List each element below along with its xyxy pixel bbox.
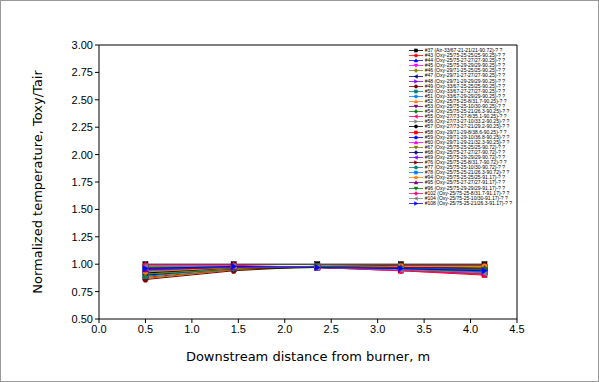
svg-text:0.5: 0.5 <box>138 323 153 335</box>
html-text:#51 (Oxy-33/67-29-29/29-90.25): #51 (Oxy-33/67-29-29/29-90.25)-? ? <box>424 92 505 99</box>
svg-text:4.0: 4.0 <box>463 323 478 335</box>
html-text:#57 (Oxy-27/73-27-21/29.2-90.2: #57 (Oxy-27/73-27-21/29.2-90.25)-? ? <box>424 123 510 130</box>
html-text:#96 (Oxy-25/75-29-29/29-91.17): #96 (Oxy-25/75-29-29/29-91.17)-? ? <box>424 184 505 191</box>
html-text:#67 (Oxy-25/75-25-25/25-90.72): #67 (Oxy-25/75-25-25/25-90.72)-? ? <box>424 143 505 150</box>
svg-text:3.0: 3.0 <box>370 323 385 335</box>
html-text:#49 (Oxy-33/67-25-25/25-90.25): #49 (Oxy-33/67-25-25/25-90.25)-? ? <box>424 82 505 89</box>
html-text:#78 (Oxy-25/75-25-21/26.3-90.7: #78 (Oxy-25/75-25-21/26.3-90.72)-? ? <box>424 169 510 176</box>
html-text:#59 (Oxy-29/71-29-10/36.8-90.2: #59 (Oxy-29/71-29-10/36.8-90.25)-? ? <box>424 133 510 140</box>
html-text:#45 (Oxy-25/75-29-29/29-90.25): #45 (Oxy-25/75-29-29/29-90.25)-? ? <box>424 62 505 69</box>
svg-text:1.75: 1.75 <box>72 176 93 188</box>
html-text:#54 (Oxy-25/75-25-21/26.3-90.2: #54 (Oxy-25/75-25-21/26.3-90.25)-? ? <box>424 108 510 115</box>
html-text:#77 (Oxy-25/75-25-10/30-90.72): #77 (Oxy-25/75-25-10/30-90.72)-? ? <box>424 164 505 171</box>
html-text:#60 (Oxy-29/71-29-21/32.3-90.2: #60 (Oxy-29/71-29-21/32.3-90.25)-? ? <box>424 138 510 145</box>
html-text:#48 (Oxy-29/71-29-29/29-90.25): #48 (Oxy-29/71-29-29/29-90.25)-? ? <box>424 77 505 84</box>
svg-text:0.75: 0.75 <box>72 286 93 298</box>
html-text:#104 (Oxy-25/75-25-10/30-91.17: #104 (Oxy-25/75-25-10/30-91.17)-? ? <box>424 194 508 201</box>
svg-text:2.00: 2.00 <box>72 149 93 161</box>
html-text:#46 (Oxy-29/71-25-25/25-90.25): #46 (Oxy-29/71-25-25/25-90.25)-? ? <box>424 67 505 74</box>
svg-text:1.0: 1.0 <box>184 323 199 335</box>
html-text:#43 (Oxy-25/75-25-25/25-90.25): #43 (Oxy-25/75-25-25/25-90.25)-? ? <box>424 52 505 59</box>
html-text:#55 (Oxy-27/73-27-8/35.1-90.25: #55 (Oxy-27/73-27-8/35.1-90.25)-? ? <box>424 113 507 120</box>
svg-text:1.50: 1.50 <box>72 203 93 215</box>
html-text:#50 (Oxy-33/67-27-27/27-90.25): #50 (Oxy-33/67-27-27/27-90.25)-? ? <box>424 87 505 94</box>
html-text:#102 (Oxy-25/75-25-8/31.7-91.1: #102 (Oxy-25/75-25-8/31.7-91.17)-? ? <box>424 189 510 196</box>
svg-text:2.50: 2.50 <box>72 94 93 106</box>
html-text:#37 (Air-33/67-21-21/21-90.72): #37 (Air-33/67-21-21/21-90.72)-? ? <box>424 47 503 53</box>
html-text:#58 (Oxy-29/71-29-8/38.6-90.25: #58 (Oxy-29/71-29-8/38.6-90.25)-? ? <box>424 128 507 135</box>
html-text:#69 (Oxy-25/75-29-29/29-90.72): #69 (Oxy-25/75-29-29/29-90.72)-? ? <box>424 154 505 160</box>
html-text:#76 (Oxy-25/75-25-8/31.7-90.72: #76 (Oxy-25/75-25-8/31.7-90.72)-? ? <box>424 159 507 166</box>
svg-text:Downstream distance from burne: Downstream distance from burner, m <box>186 349 430 364</box>
svg-text:3.5: 3.5 <box>416 323 431 335</box>
html-text:#44 (Oxy-25/75-27-27/27-90.25): #44 (Oxy-25/75-27-27/27-90.25)-? ? <box>424 57 505 64</box>
svg-text:0.0: 0.0 <box>91 323 106 335</box>
html-text:#53 (Oxy-25/75-25-10/30-90.25): #53 (Oxy-25/75-25-10/30-90.25)-? ? <box>424 103 505 109</box>
html-text:#94 (Oxy-25/75-25-25/25-91.17): #94 (Oxy-25/75-25-25/25-91.17)-? ? <box>424 174 505 181</box>
html-text:#47 (Oxy-29/71-27-27/27-90.25): #47 (Oxy-29/71-27-27/27-90.25)-? ? <box>424 72 505 79</box>
svg-text:0.50: 0.50 <box>72 313 93 325</box>
svg-text:1.25: 1.25 <box>72 231 93 243</box>
svg-text:2.25: 2.25 <box>72 121 93 133</box>
html-text:#56 (Oxy-27/73-27-10/33.2-90.2: #56 (Oxy-27/73-27-10/33.2-90.25)-? ? <box>424 118 510 125</box>
svg-text:2.0: 2.0 <box>277 323 292 335</box>
html-text:#52 (Oxy-25/75-25-8/31.7-90.25: #52 (Oxy-25/75-25-8/31.7-90.25)-? ? <box>424 97 507 104</box>
svg-text:2.5: 2.5 <box>324 323 339 335</box>
svg-text:2.75: 2.75 <box>72 66 93 78</box>
html-text:#68 (Oxy-25/75-27-27/27-90.72): #68 (Oxy-25/75-27-27/27-90.72)-? ? <box>424 148 505 155</box>
svg-text:3.00: 3.00 <box>72 39 93 51</box>
svg-text:1.5: 1.5 <box>231 323 246 335</box>
html-text:#95 (Oxy-25/75-27-27/27-91.17): #95 (Oxy-25/75-27-27/27-91.17)-? ? <box>424 179 505 186</box>
svg-text:4.5: 4.5 <box>509 323 524 335</box>
html-text:#108 (Oxy-25/75-25-21/26.3-91.: #108 (Oxy-25/75-25-21/26.3-91.17)-? ? <box>424 199 512 206</box>
svg-text:1.00: 1.00 <box>72 258 93 270</box>
svg-text:Normalized temperature, Toxy/T: Normalized temperature, Toxy/Tair <box>30 70 45 294</box>
